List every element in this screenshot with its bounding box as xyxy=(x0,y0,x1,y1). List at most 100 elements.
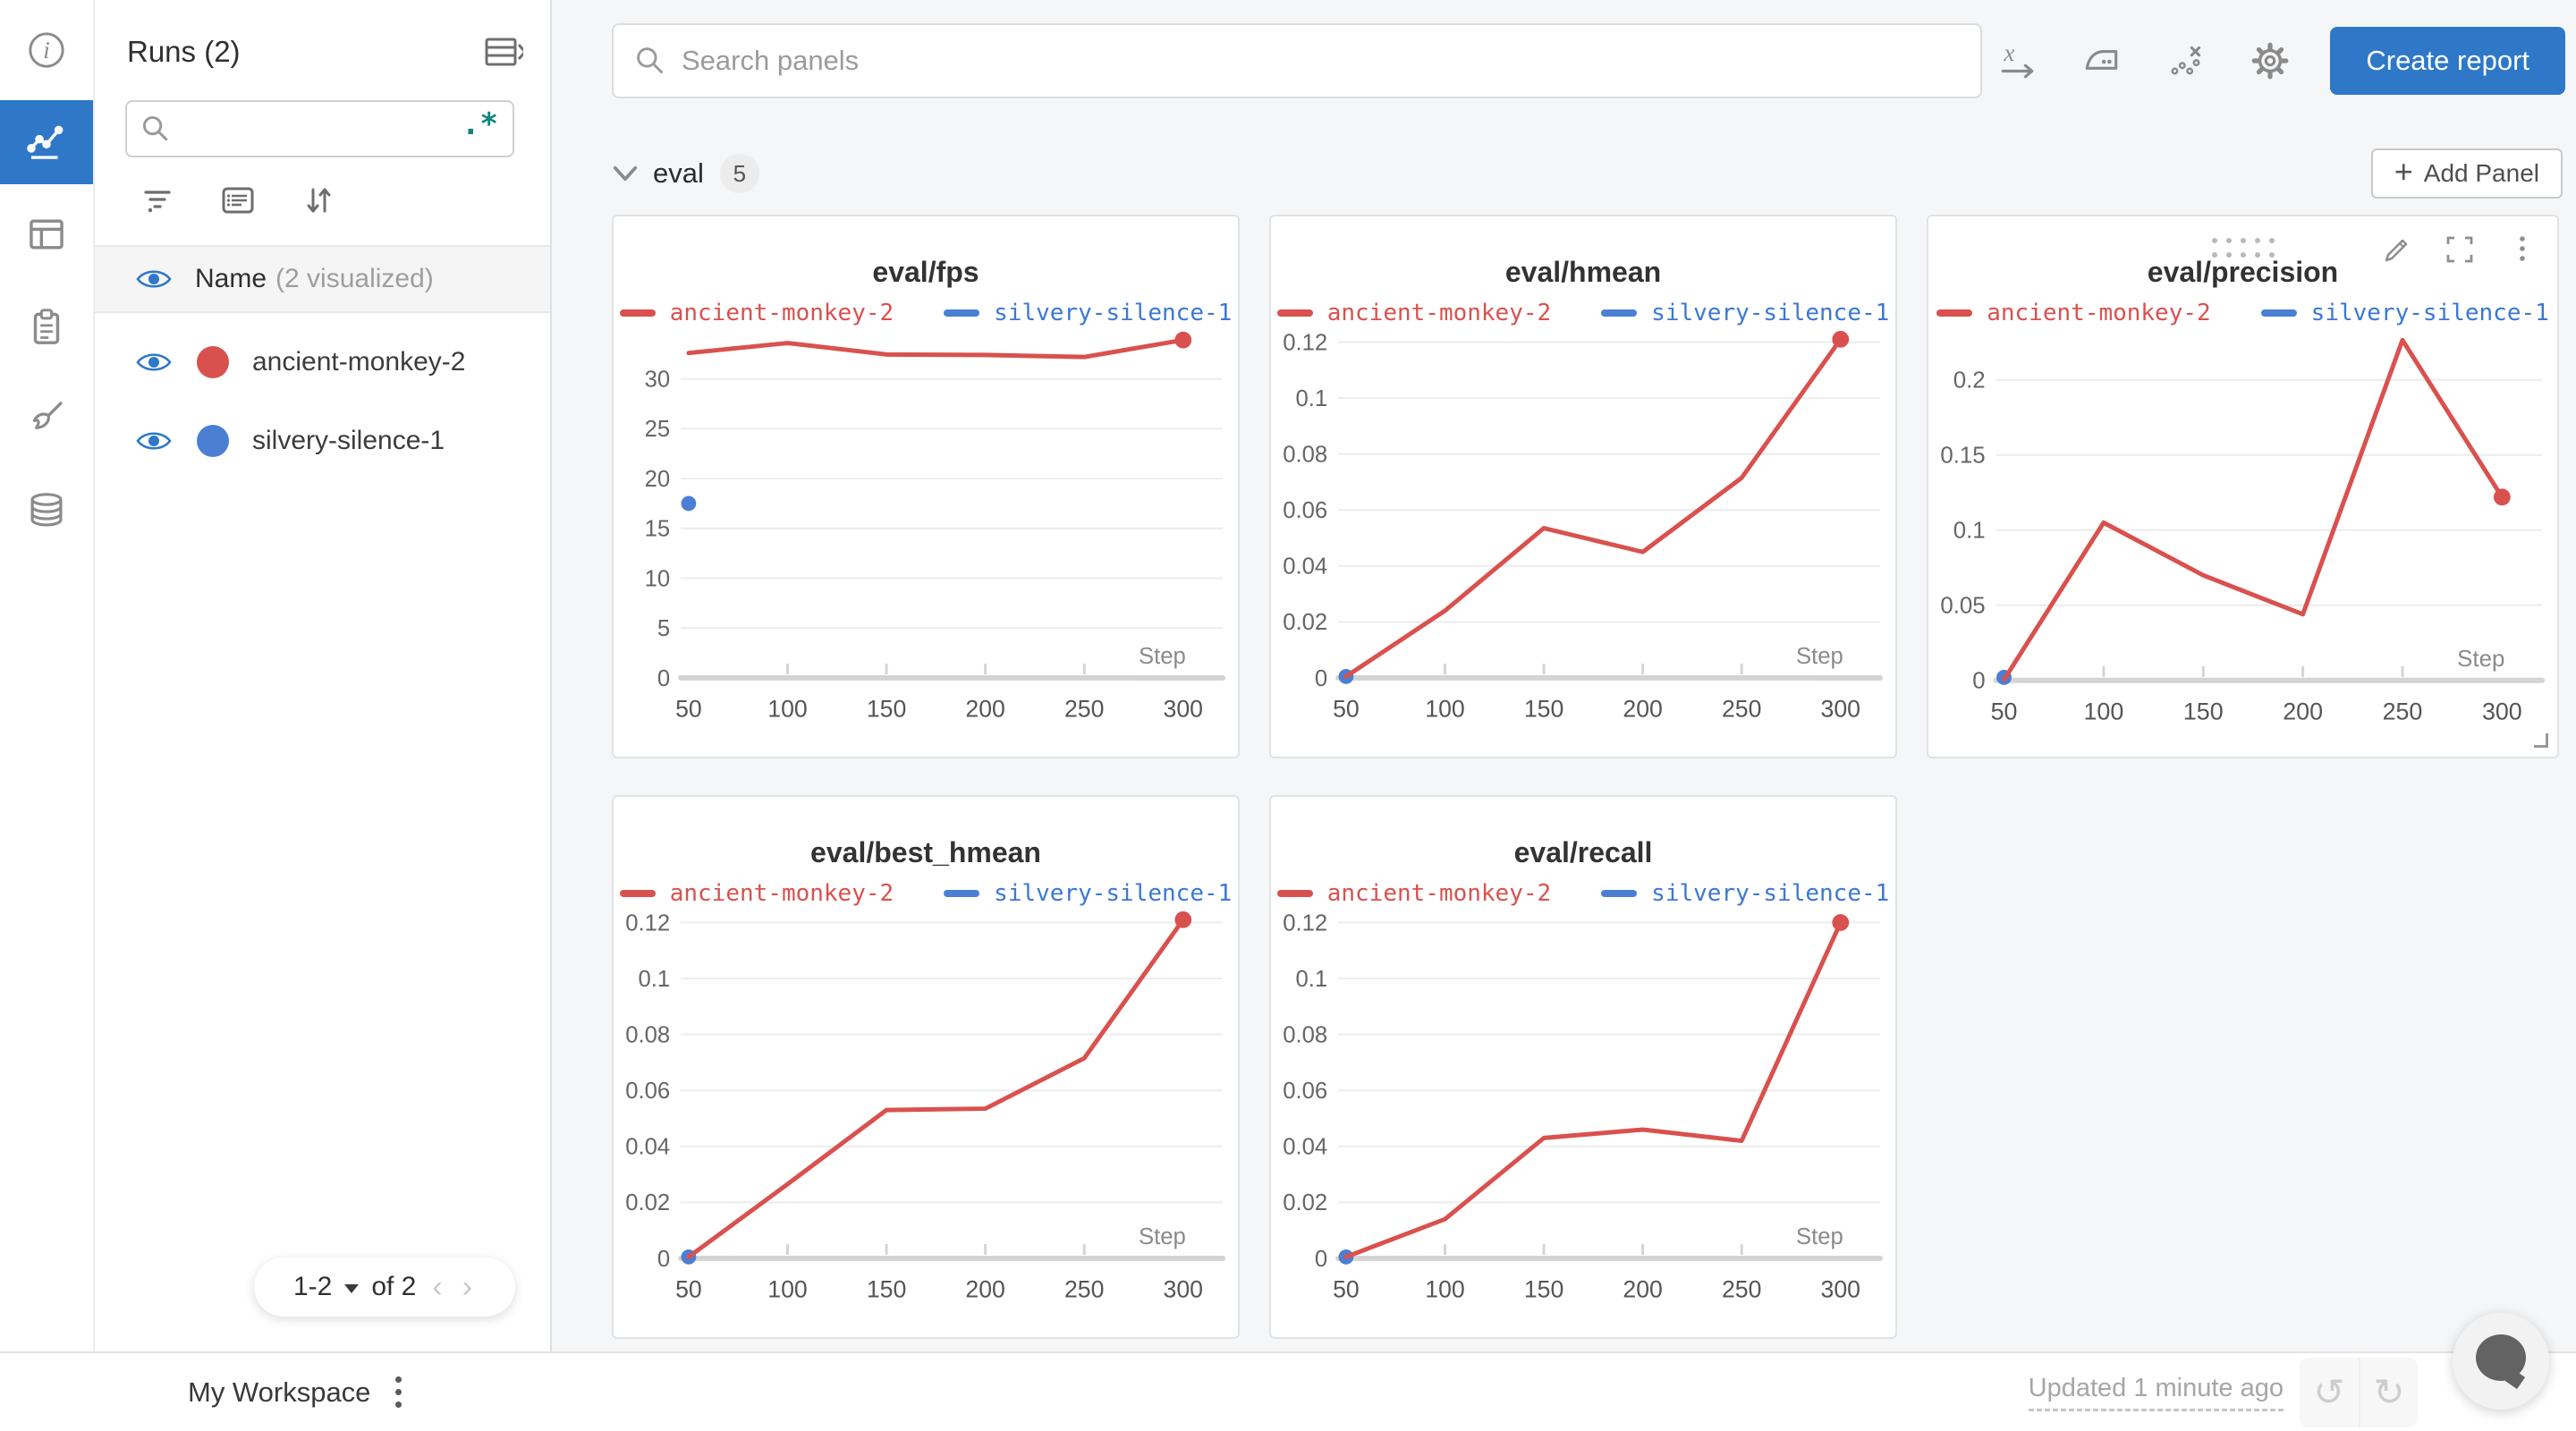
add-panel-button[interactable]: + Add Panel xyxy=(2370,148,2563,199)
pagination-caret-icon[interactable] xyxy=(344,1284,360,1293)
pagination-next-icon[interactable]: › xyxy=(462,1270,473,1304)
legend-item[interactable]: silvery-silence-1 xyxy=(944,880,1232,907)
svg-text:200: 200 xyxy=(2283,698,2323,724)
section-label[interactable]: eval xyxy=(653,157,704,189)
chart-plot[interactable]: 0 0.02 0.04 0.06 0.08 0.1 0.12 50 100 150 200 250 30… xyxy=(614,907,1238,1329)
legend-item[interactable]: ancient-monkey-2 xyxy=(619,880,894,907)
legend-item[interactable]: ancient-monkey-2 xyxy=(1936,300,2211,326)
chat-support-button[interactable] xyxy=(2453,1313,2549,1410)
x-axis-settings-icon[interactable]: x xyxy=(1997,40,2038,81)
visibility-eye-icon[interactable] xyxy=(136,350,172,375)
runs-visualized-note: (2 visualized) xyxy=(275,264,434,293)
svg-text:0.08: 0.08 xyxy=(625,1023,670,1048)
run-row[interactable]: ancient-monkey-2 xyxy=(95,333,550,392)
chart-panel-eval-precision[interactable]: eval/precision ancient-monkey-2 silvery-si… xyxy=(1927,215,2559,758)
workspace-name[interactable]: My Workspace xyxy=(188,1376,371,1408)
runs-pagination: 1-2 of 2 ‹ › xyxy=(254,1257,515,1317)
svg-text:0.12: 0.12 xyxy=(1283,910,1327,936)
legend-item[interactable]: silvery-silence-1 xyxy=(1601,880,1889,907)
chart-title: eval/precision xyxy=(2147,256,2339,288)
sidebar-item-jobs[interactable] xyxy=(0,284,93,368)
list-settings-icon[interactable] xyxy=(220,182,256,218)
run-color-dot xyxy=(197,346,229,378)
svg-text:300: 300 xyxy=(1164,1275,1203,1302)
svg-text:150: 150 xyxy=(867,695,906,722)
panel-search-input[interactable] xyxy=(682,45,1959,77)
pagination-prev-icon[interactable]: ‹ xyxy=(432,1270,443,1304)
svg-text:50: 50 xyxy=(675,1275,702,1302)
chart-plot[interactable]: 0 0.02 0.04 0.06 0.08 0.1 0.12 50 100 150 200 250 30… xyxy=(1271,326,1895,749)
runs-search-input[interactable] xyxy=(181,114,462,143)
regex-toggle[interactable]: .* xyxy=(462,106,498,142)
legend-item[interactable]: ancient-monkey-2 xyxy=(1276,300,1551,326)
svg-text:0.1: 0.1 xyxy=(639,967,671,992)
chart-panel-eval-recall[interactable]: eval/recall ancient-monkey-2 silvery-silen… xyxy=(1269,795,1897,1339)
run-name[interactable]: ancient-monkey-2 xyxy=(252,347,466,377)
svg-text:0: 0 xyxy=(1972,669,1985,694)
sidebar-item-workspace[interactable] xyxy=(0,100,93,184)
search-icon xyxy=(637,47,664,74)
run-row[interactable]: silvery-silence-1 xyxy=(95,411,550,470)
chart-legend: ancient-monkey-2 silvery-silence-1 xyxy=(1271,300,1895,326)
edit-panel-pencil-icon[interactable] xyxy=(2382,234,2412,265)
svg-text:300: 300 xyxy=(1821,1275,1860,1302)
visibility-eye-icon[interactable] xyxy=(136,267,172,292)
legend-item[interactable]: ancient-monkey-2 xyxy=(1276,880,1552,907)
runs-table-expand-button[interactable] xyxy=(484,34,523,70)
svg-text:150: 150 xyxy=(867,1275,906,1302)
section-collapse-chevron-icon[interactable] xyxy=(612,165,639,182)
svg-text:200: 200 xyxy=(1623,695,1662,722)
overview-icon: i xyxy=(29,32,64,68)
svg-text:50: 50 xyxy=(1333,695,1360,722)
fullscreen-icon[interactable] xyxy=(2445,234,2475,265)
panel-drag-handle[interactable] xyxy=(2211,238,2275,258)
legend-item[interactable]: silvery-silence-1 xyxy=(944,300,1232,326)
svg-text:100: 100 xyxy=(2084,698,2124,724)
svg-text:0.06: 0.06 xyxy=(1283,498,1327,523)
redo-button[interactable]: ↻ xyxy=(2359,1357,2418,1427)
chart-panel-eval-hmean[interactable]: eval/hmean ancient-monkey-2 silvery-silenc… xyxy=(1269,215,1897,758)
sidebar-item-sweeps[interactable] xyxy=(0,377,93,461)
svg-text:100: 100 xyxy=(767,695,807,722)
smoothing-iron-icon[interactable] xyxy=(2081,40,2123,81)
pagination-range[interactable]: 1-2 xyxy=(292,1272,333,1301)
chart-panel-eval-best-hmean[interactable]: eval/best_hmean ancient-monkey-2 silvery-s… xyxy=(612,795,1240,1339)
undo-button[interactable]: ↺ xyxy=(2313,1371,2345,1413)
svg-text:100: 100 xyxy=(1425,1275,1464,1302)
svg-text:Step: Step xyxy=(1139,644,1186,669)
legend-label: ancient-monkey-2 xyxy=(669,300,894,326)
settings-gear-icon[interactable] xyxy=(2250,40,2291,81)
chart-panel-eval-fps[interactable]: eval/fps ancient-monkey-2 silvery-silence-… xyxy=(612,215,1240,758)
run-name[interactable]: silvery-silence-1 xyxy=(252,426,445,455)
chart-plot[interactable]: 0 0.05 0.1 0.15 0.2 50 100 150 200 250 300 Step xyxy=(1928,326,2557,751)
svg-text:0.05: 0.05 xyxy=(1940,594,1985,619)
legend-item[interactable]: ancient-monkey-2 xyxy=(619,300,894,326)
visibility-eye-icon[interactable] xyxy=(136,428,172,453)
legend-label: ancient-monkey-2 xyxy=(1326,880,1552,907)
legend-item[interactable]: silvery-silence-1 xyxy=(2260,300,2549,326)
create-report-button[interactable]: Create report xyxy=(2330,27,2565,95)
svg-text:250: 250 xyxy=(1064,695,1104,722)
svg-text:150: 150 xyxy=(1524,695,1563,722)
svg-text:x: x xyxy=(2004,40,2015,66)
sidebar-item-runs-table[interactable] xyxy=(0,192,93,276)
panel-menu-kebab-icon[interactable] xyxy=(2507,234,2538,265)
legend-label: silvery-silence-1 xyxy=(994,300,1233,326)
section-panel-count-badge: 5 xyxy=(719,154,759,193)
sort-icon[interactable] xyxy=(301,182,336,218)
sidebar-item-artifacts[interactable] xyxy=(0,469,93,553)
chart-title: eval/fps xyxy=(872,256,979,288)
updated-timestamp[interactable]: Updated 1 minute ago xyxy=(2028,1374,2284,1411)
svg-text:0: 0 xyxy=(657,1247,670,1272)
legend-swatch xyxy=(1601,309,1638,317)
filter-icon[interactable] xyxy=(140,182,175,218)
panel-resize-handle[interactable] xyxy=(2534,733,2548,748)
chart-plot[interactable]: 0 5 10 15 20 25 30 50 100 150 200 250 300 Step xyxy=(614,326,1238,749)
remove-outliers-icon[interactable] xyxy=(2165,40,2207,81)
chart-plot[interactable]: 0 0.02 0.04 0.06 0.08 0.1 0.12 50 100 150 200 250 30… xyxy=(1271,907,1895,1329)
svg-text:0.1: 0.1 xyxy=(1296,386,1328,411)
legend-item[interactable]: silvery-silence-1 xyxy=(1601,300,1889,326)
panel-search-box xyxy=(612,23,1982,98)
sidebar-item-overview[interactable]: i xyxy=(0,8,93,92)
workspace-menu-kebab-icon[interactable] xyxy=(395,1376,402,1408)
